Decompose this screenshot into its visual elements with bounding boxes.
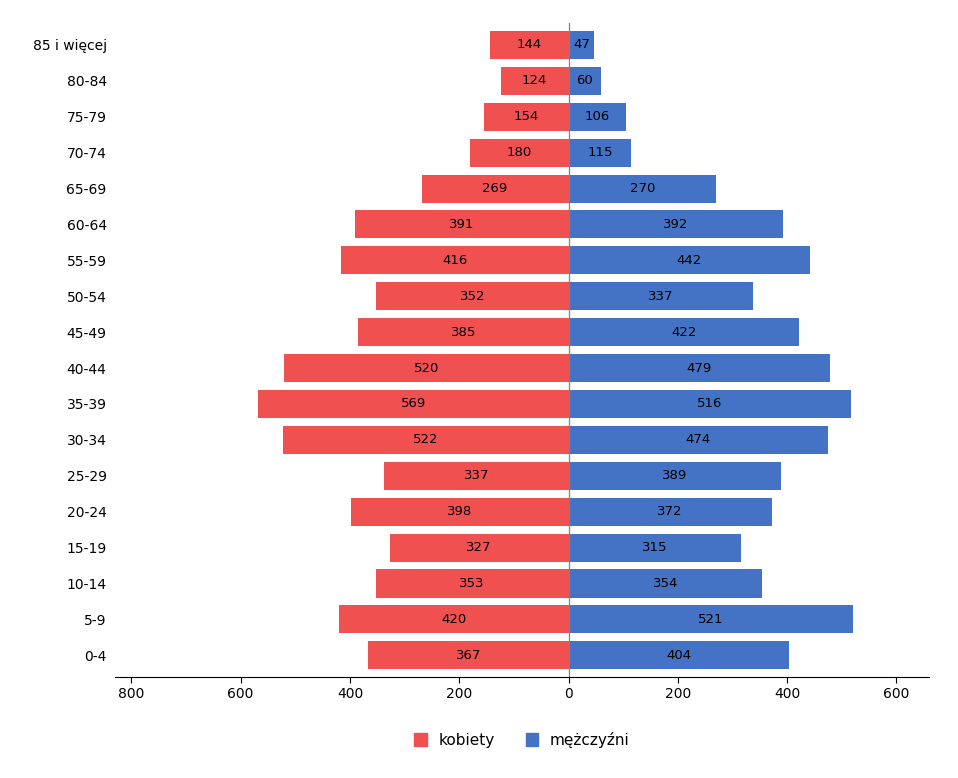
Text: 520: 520 <box>414 362 439 374</box>
Bar <box>422 174 568 202</box>
Bar <box>568 641 789 669</box>
Bar <box>568 67 602 95</box>
Text: 337: 337 <box>648 289 673 303</box>
Text: 521: 521 <box>698 613 723 626</box>
Bar <box>339 605 568 633</box>
Text: 315: 315 <box>642 541 668 554</box>
Text: 420: 420 <box>442 613 467 626</box>
Text: 337: 337 <box>464 469 490 482</box>
Bar <box>568 318 799 346</box>
Text: 385: 385 <box>450 326 476 338</box>
Text: 180: 180 <box>507 146 532 159</box>
Bar <box>341 247 568 275</box>
Bar <box>568 31 594 59</box>
Bar <box>354 210 568 238</box>
Text: 404: 404 <box>667 649 692 662</box>
Text: 516: 516 <box>696 398 722 411</box>
Bar <box>258 390 568 418</box>
Text: 354: 354 <box>652 577 678 590</box>
Bar <box>390 534 568 562</box>
Text: 391: 391 <box>449 218 474 231</box>
Text: 569: 569 <box>400 398 425 411</box>
Text: 522: 522 <box>413 433 439 447</box>
Bar <box>376 282 568 310</box>
Text: 442: 442 <box>676 254 702 267</box>
Text: 60: 60 <box>577 74 593 87</box>
Bar <box>568 534 741 562</box>
Bar <box>568 354 831 382</box>
Bar <box>470 138 568 166</box>
Text: 416: 416 <box>443 254 468 267</box>
Bar <box>568 282 753 310</box>
Text: 389: 389 <box>662 469 688 482</box>
Bar <box>568 426 828 454</box>
Bar <box>568 247 810 275</box>
Bar <box>568 605 854 633</box>
Bar <box>384 462 568 490</box>
Bar <box>568 569 762 598</box>
Text: 115: 115 <box>587 146 613 159</box>
Bar <box>568 210 783 238</box>
Text: 47: 47 <box>573 38 590 51</box>
Bar <box>351 498 568 526</box>
Text: 270: 270 <box>629 182 655 195</box>
Text: 372: 372 <box>657 505 683 518</box>
Bar <box>568 462 781 490</box>
Bar <box>285 354 568 382</box>
Bar <box>358 318 568 346</box>
Text: 269: 269 <box>483 182 508 195</box>
Bar <box>368 641 568 669</box>
Text: 154: 154 <box>513 110 539 123</box>
Text: 327: 327 <box>467 541 492 554</box>
Bar <box>284 426 568 454</box>
Bar <box>568 138 631 166</box>
Bar <box>568 498 772 526</box>
Bar <box>568 103 627 131</box>
Text: 422: 422 <box>672 326 696 338</box>
Bar <box>376 569 568 598</box>
Bar <box>568 390 851 418</box>
Text: 352: 352 <box>460 289 485 303</box>
Text: 353: 353 <box>459 577 485 590</box>
Text: 144: 144 <box>516 38 542 51</box>
Legend: kobiety, mężczyźni: kobiety, mężczyźni <box>415 731 629 748</box>
Bar <box>568 174 717 202</box>
Text: 124: 124 <box>522 74 547 87</box>
Text: 367: 367 <box>456 649 481 662</box>
Text: 474: 474 <box>686 433 711 447</box>
Bar <box>485 103 568 131</box>
Bar <box>490 31 568 59</box>
Text: 106: 106 <box>585 110 610 123</box>
Text: 398: 398 <box>447 505 472 518</box>
Bar <box>501 67 568 95</box>
Text: 479: 479 <box>687 362 712 374</box>
Text: 392: 392 <box>663 218 689 231</box>
